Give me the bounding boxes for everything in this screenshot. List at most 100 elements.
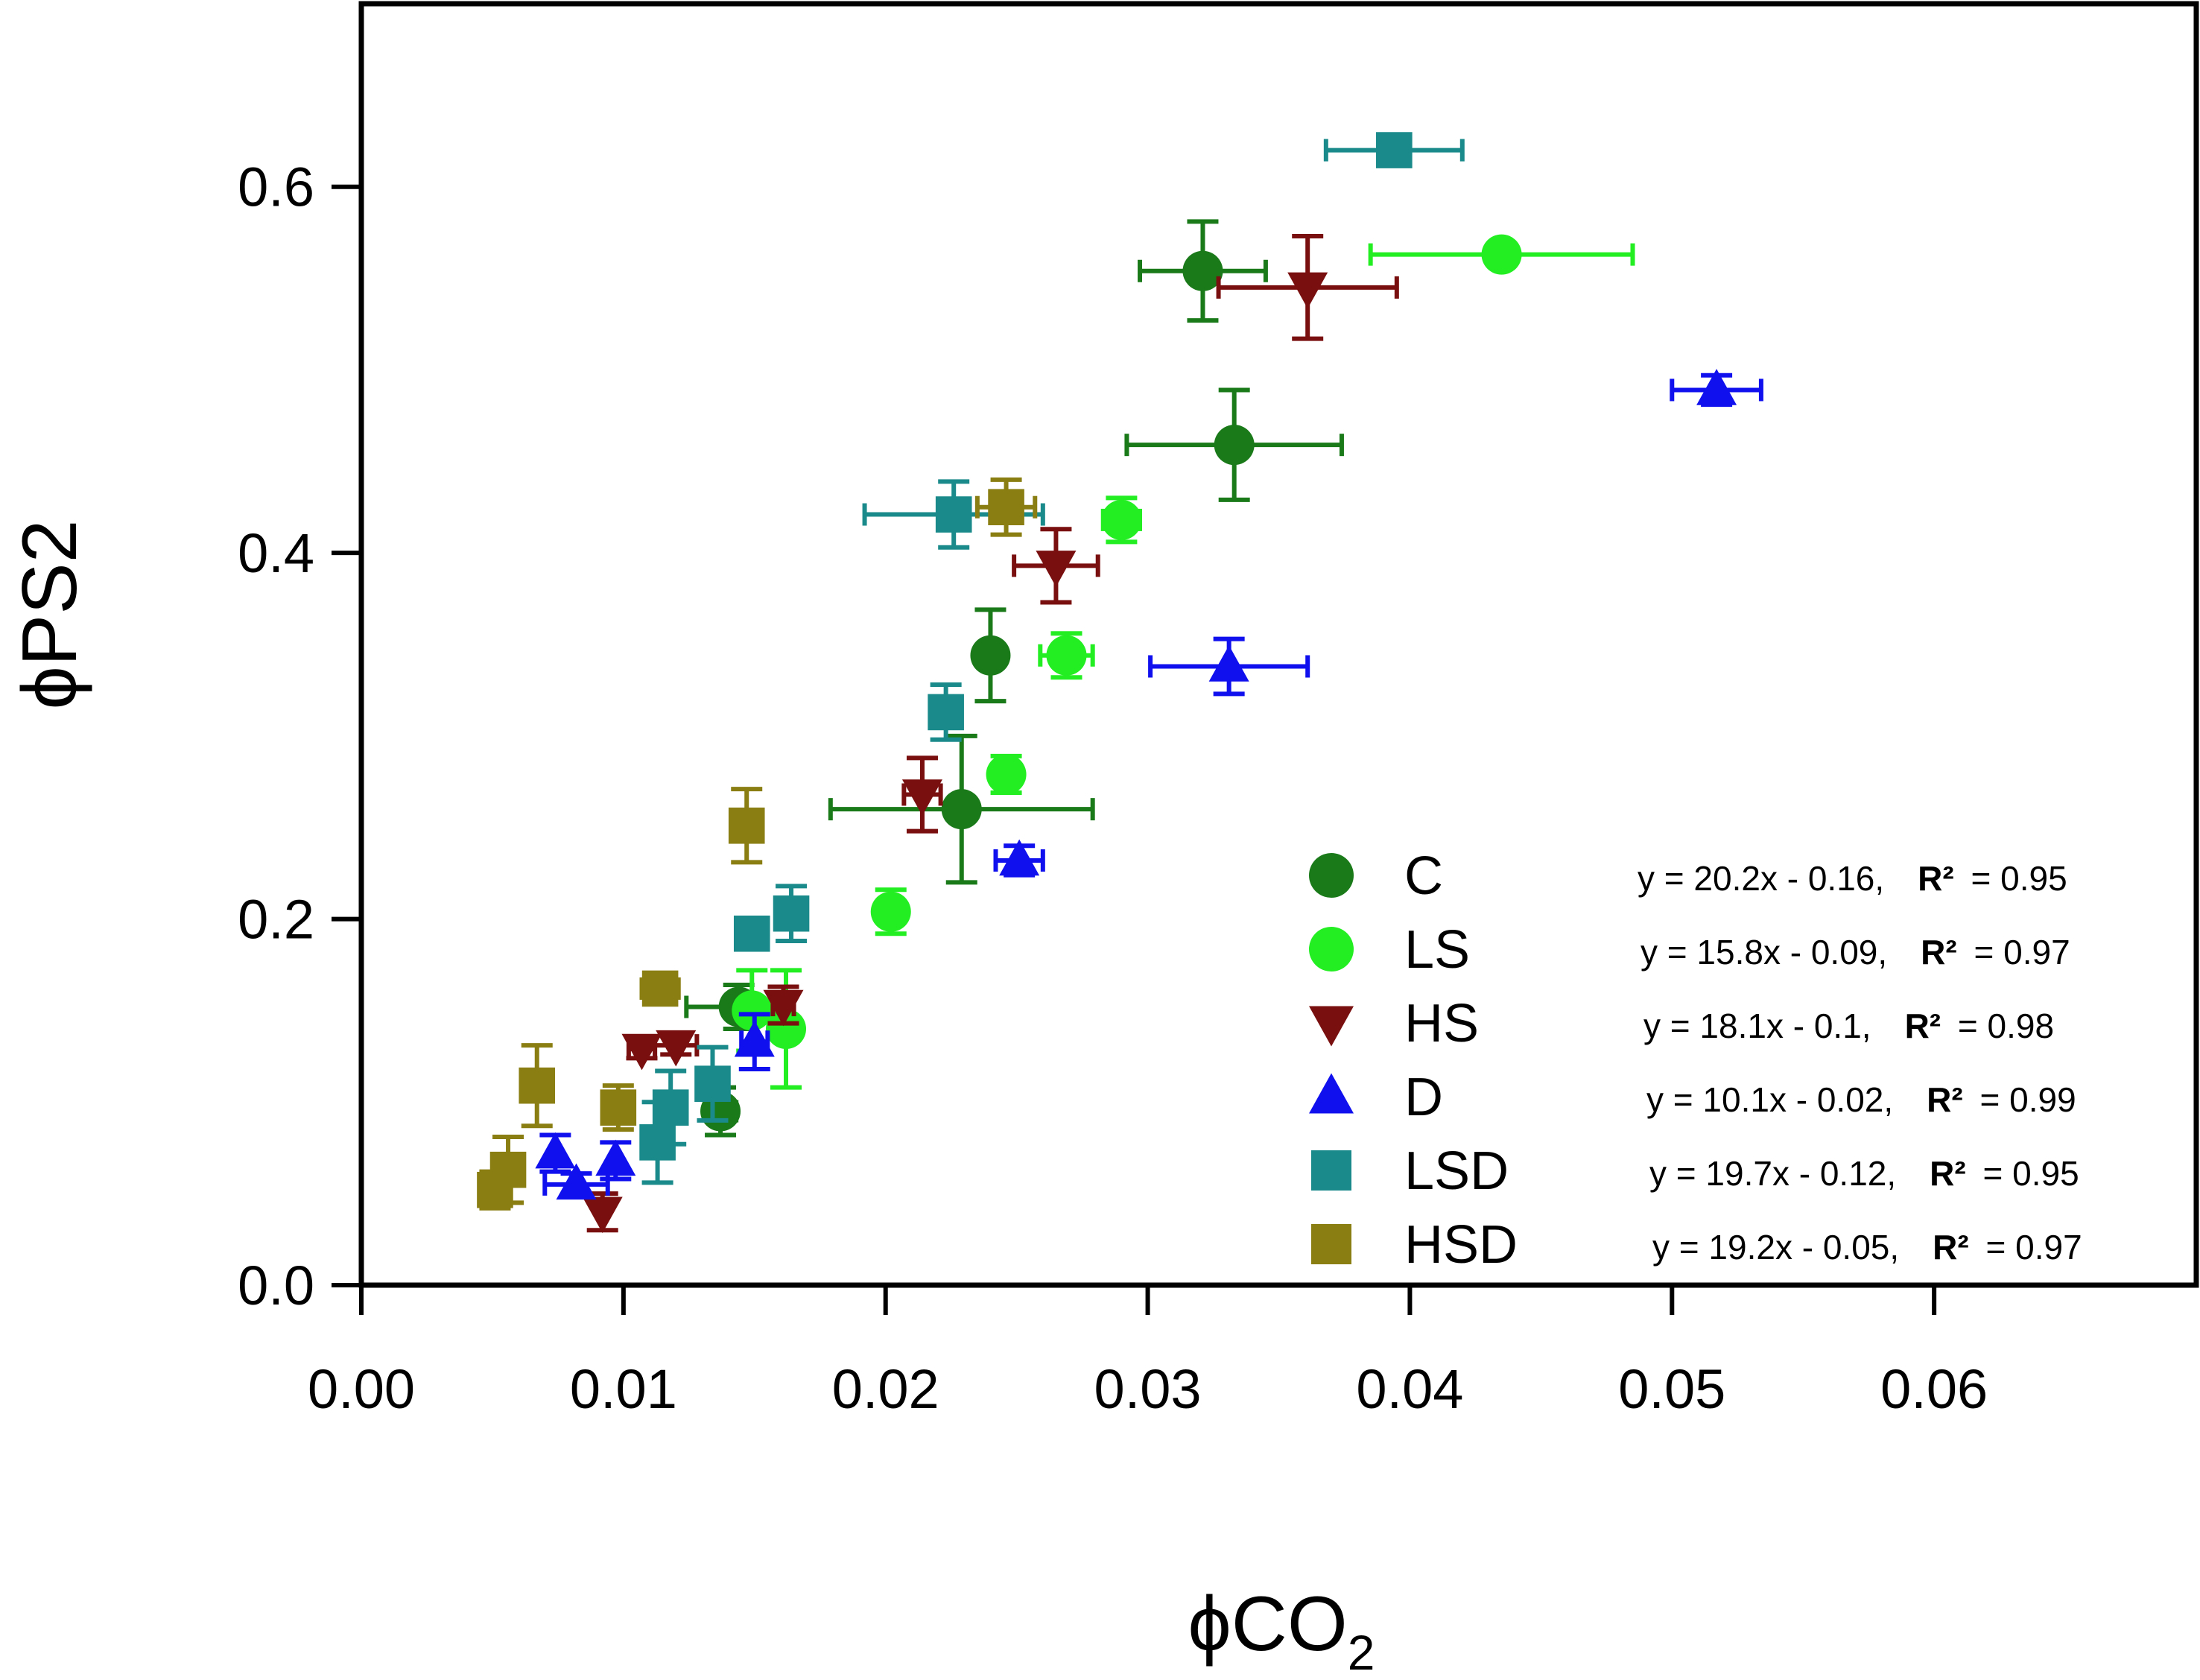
- data-point: [639, 970, 681, 1007]
- data-point: [763, 984, 804, 1027]
- y-tick-label: 0.0: [238, 1255, 314, 1316]
- point-marker: [870, 891, 911, 932]
- point-marker: [928, 694, 964, 731]
- point-marker: [535, 1132, 576, 1169]
- data-point: [595, 1139, 636, 1182]
- x-axis: 0.00 0.01 0.02 0.03 0.04 0.05 0.06: [308, 1285, 1988, 1420]
- data-point: [733, 915, 770, 952]
- x-axis-title: ϕCO2: [1188, 1581, 1375, 1680]
- series-hsd: [477, 477, 1038, 1211]
- point-marker: [941, 789, 982, 830]
- point-marker: [763, 989, 804, 1027]
- point-marker: [766, 1009, 807, 1049]
- data-point: [828, 733, 1095, 885]
- data-point: [1323, 132, 1465, 168]
- r2-value: = 0.99: [1971, 1080, 2076, 1119]
- x-axis-title-subscript: 2: [1348, 1625, 1375, 1680]
- data-point: [773, 884, 810, 944]
- plot-border: [358, 1, 2199, 1288]
- point-marker: [556, 1163, 597, 1200]
- data-point: [870, 887, 911, 936]
- legend-marker: [1309, 927, 1354, 971]
- data-point: [535, 1132, 576, 1174]
- legend-item-hs: HS y = 18.1x - 0.1, R² = 0.98: [1309, 994, 2054, 1053]
- legend-label: LS: [1404, 920, 1470, 980]
- data-point: [901, 755, 943, 834]
- legend-label: HS: [1404, 994, 1479, 1053]
- data-point: [477, 1169, 513, 1211]
- point-marker: [988, 489, 1024, 526]
- legend-marker: [1311, 1224, 1351, 1264]
- x-tick-label: 0.06: [1880, 1358, 1988, 1420]
- point-marker: [935, 496, 972, 533]
- legend-equation: y = 19.7x - 0.12, R² = 0.95: [1649, 1154, 2079, 1193]
- point-marker: [1214, 425, 1255, 466]
- data-point: [986, 753, 1027, 796]
- legend-equation: y = 18.1x - 0.1, R² = 0.98: [1643, 1007, 2054, 1045]
- point-marker: [734, 1020, 775, 1057]
- point-marker: [656, 1030, 697, 1067]
- data-point: [1012, 527, 1100, 605]
- data-point: [1368, 234, 1635, 275]
- legend-equation: y = 19.2x - 0.05, R² = 0.97: [1652, 1228, 2082, 1267]
- point-marker: [773, 895, 810, 932]
- r2-label: R²: [1933, 1228, 1969, 1267]
- point-marker: [621, 1033, 662, 1071]
- equation-text: y = 19.7x - 0.12,: [1649, 1154, 1896, 1193]
- point-marker: [600, 1089, 637, 1126]
- data-point: [542, 1163, 610, 1200]
- x-tick-label: 0.04: [1356, 1358, 1463, 1420]
- point-marker: [1696, 369, 1737, 405]
- point-marker: [519, 1067, 556, 1104]
- r2-label: R²: [1927, 1080, 1963, 1119]
- y-axis-title: ϕPS2: [7, 520, 93, 710]
- point-marker: [733, 915, 770, 952]
- point-marker: [732, 990, 773, 1031]
- legend-marker: [1309, 853, 1354, 898]
- data-point: [1100, 495, 1143, 545]
- r2-value: = 0.97: [1965, 933, 2070, 971]
- x-axis-title-main: ϕCO: [1188, 1581, 1348, 1667]
- legend-item-lsd: LSD y = 19.7x - 0.12, R² = 0.95: [1311, 1141, 2079, 1201]
- legend-equation: y = 15.8x - 0.09, R² = 0.97: [1641, 933, 2070, 971]
- point-marker: [728, 807, 765, 844]
- data-point: [734, 1012, 775, 1072]
- point-marker: [1046, 635, 1087, 676]
- data-point: [582, 1191, 623, 1234]
- plot-frame: [358, 1, 2199, 1288]
- data-point: [974, 477, 1038, 537]
- point-marker: [641, 970, 679, 1007]
- point-marker: [970, 635, 1011, 676]
- x-tick-label: 0.00: [308, 1358, 415, 1420]
- data-point: [694, 1045, 731, 1123]
- data-point: [1038, 631, 1095, 680]
- point-marker: [1036, 551, 1077, 587]
- data-point: [653, 1030, 700, 1067]
- point-marker: [1287, 272, 1328, 309]
- point-marker: [1182, 250, 1223, 291]
- y-axis: 0.0 0.2 0.4 0.6: [238, 156, 361, 1316]
- legend-label: D: [1404, 1068, 1443, 1127]
- data-point: [1216, 234, 1399, 341]
- r2-label: R²: [1930, 1154, 1966, 1193]
- series-lsd: [639, 132, 1465, 1185]
- legend-item-hsd: HSD y = 19.2x - 0.05, R² = 0.97: [1311, 1215, 2082, 1275]
- data-point: [1148, 636, 1310, 697]
- data-point: [928, 682, 964, 742]
- point-marker: [582, 1196, 623, 1234]
- data-point: [728, 787, 765, 865]
- x-tick-label: 0.03: [1094, 1358, 1202, 1420]
- r2-value: = 0.95: [1962, 859, 2067, 898]
- data-point: [1124, 387, 1344, 502]
- data-point: [970, 607, 1011, 704]
- equation-text: y = 19.2x - 0.05,: [1652, 1228, 1899, 1267]
- x-tick-label: 0.05: [1618, 1358, 1725, 1420]
- r2-label: R²: [1905, 1007, 1941, 1045]
- data-points: [477, 132, 1763, 1234]
- point-marker: [1101, 499, 1142, 540]
- legend-label: HSD: [1404, 1215, 1518, 1275]
- point-marker: [986, 754, 1027, 795]
- data-point: [1138, 219, 1268, 323]
- y-tick-label: 0.4: [238, 522, 314, 584]
- legend-label: C: [1404, 846, 1443, 906]
